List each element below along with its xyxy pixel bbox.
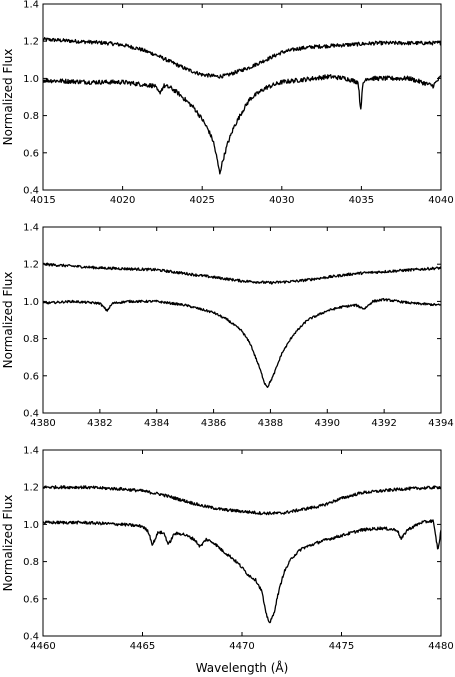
x-tick-label: 4480 <box>428 641 453 652</box>
spectrum-line-2 <box>43 519 441 624</box>
x-tick-label: 4030 <box>269 195 294 206</box>
x-tick-label: 4394 <box>428 418 453 429</box>
y-tick-label: 1.4 <box>23 446 39 457</box>
spectrum-line-1 <box>43 262 441 285</box>
y-tick-label: 0.6 <box>23 594 39 605</box>
panel-1: 4015 4020 4025 4030 4035 4040 0.4 0.6 0.8 1.0 1.2 1… <box>1 0 454 206</box>
y-tick-label: 0.4 <box>23 409 39 420</box>
y-tick-label: 1.4 <box>23 223 39 234</box>
x-tick-label: 4390 <box>315 418 340 429</box>
spectrum-line-2 <box>43 74 441 175</box>
y-axis-label: Normalized Flux <box>1 495 15 592</box>
spectrum-line-1 <box>43 36 441 79</box>
plot-frame <box>42 449 442 637</box>
y-tick-label: 0.4 <box>23 632 39 643</box>
x-tick-label: 4470 <box>229 641 254 652</box>
y-axis-label: Normalized Flux <box>1 49 15 146</box>
x-tick-label: 4035 <box>349 195 374 206</box>
y-tick-label: 1.2 <box>23 260 39 271</box>
spectrum-line-1 <box>43 485 441 516</box>
panel-2: 4380 4382 4384 4386 4388 4390 4392 4394 0.4 0.6 0.… <box>1 223 454 430</box>
x-tick-label: 4475 <box>329 641 354 652</box>
y-tick-label: 1.0 <box>23 520 39 531</box>
y-tick-label: 1.2 <box>23 37 39 48</box>
y-tick-label: 0.8 <box>23 557 39 568</box>
y-tick-label: 0.4 <box>23 186 39 197</box>
panel-3: 4460 4465 4470 4475 4480 0.4 0.6 0.8 1.0 1.2 1.4 No… <box>1 446 454 676</box>
x-tick-label: 4465 <box>130 641 155 652</box>
x-tick-label: 4025 <box>189 195 214 206</box>
x-tick-label: 4386 <box>201 418 226 429</box>
y-tick-label: 0.8 <box>23 334 39 345</box>
x-tick-label: 4392 <box>371 418 396 429</box>
y-axis-label: Normalized Flux <box>1 272 15 369</box>
plot-frame <box>42 226 442 414</box>
x-tick-label: 4382 <box>87 418 112 429</box>
y-tick-label: 1.0 <box>23 74 39 85</box>
x-tick-label: 4388 <box>258 418 283 429</box>
x-tick-label: 4384 <box>144 418 169 429</box>
x-tick-label: 4040 <box>428 195 453 206</box>
plot-frame <box>42 3 442 191</box>
x-axis-label: Wavelength (Å) <box>196 660 289 675</box>
x-tick-label: 4015 <box>30 195 55 206</box>
spectrum-line-2 <box>43 297 441 389</box>
y-tick-label: 1.4 <box>23 0 39 11</box>
y-tick-label: 0.8 <box>23 111 39 122</box>
y-tick-label: 1.0 <box>23 297 39 308</box>
x-tick-label: 4020 <box>110 195 135 206</box>
y-tick-label: 1.2 <box>23 483 39 494</box>
y-tick-label: 0.6 <box>23 371 39 382</box>
y-tick-label: 0.6 <box>23 148 39 159</box>
x-tick-label: 4380 <box>30 418 55 429</box>
x-tick-label: 4460 <box>30 641 55 652</box>
